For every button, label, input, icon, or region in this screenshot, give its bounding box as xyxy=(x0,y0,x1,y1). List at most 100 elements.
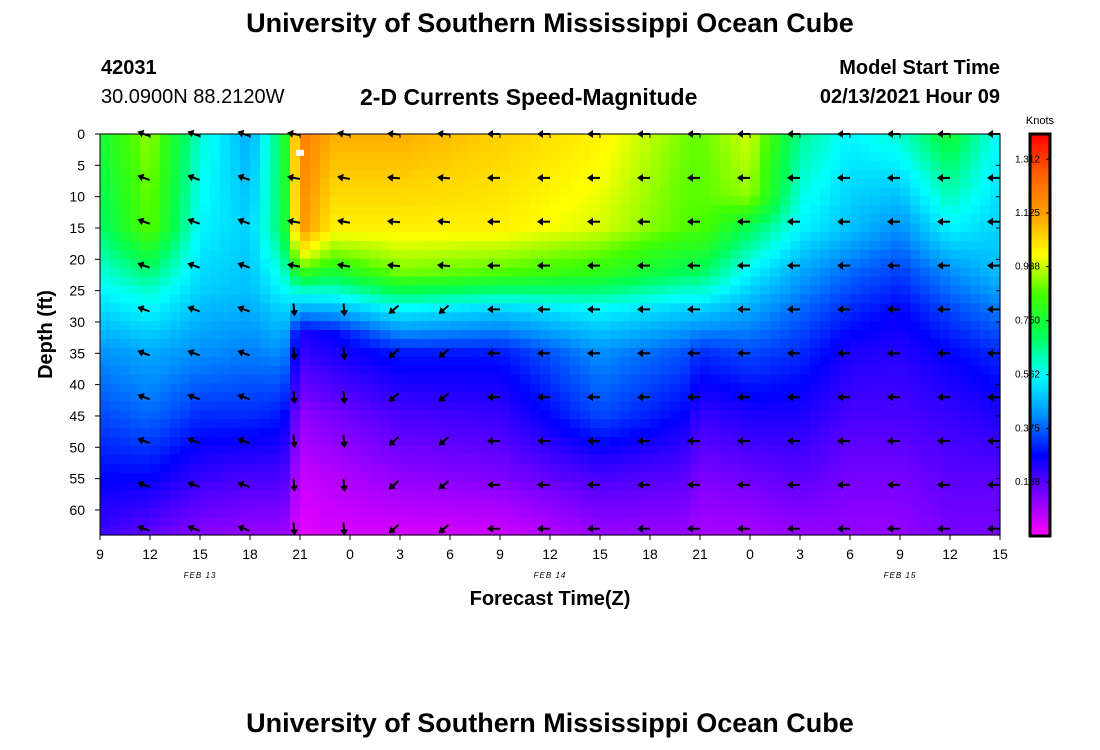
heat-cell xyxy=(770,392,781,402)
heat-cell xyxy=(780,169,791,180)
heat-cell xyxy=(680,196,691,206)
heat-cell xyxy=(870,134,881,144)
heat-cell xyxy=(260,428,271,438)
heat-cell xyxy=(950,445,961,456)
heat-cell xyxy=(250,428,261,438)
heat-cell xyxy=(820,312,831,322)
heat-cell xyxy=(790,214,801,224)
arrow-head xyxy=(987,217,993,226)
heat-cell xyxy=(890,321,901,331)
heat-cell xyxy=(350,267,361,278)
heat-cell xyxy=(830,294,841,304)
heat-cell xyxy=(660,374,671,385)
heat-cell xyxy=(800,481,811,492)
heat-cell xyxy=(970,508,981,518)
heat-cell xyxy=(520,285,531,295)
heat-cell xyxy=(290,347,301,358)
heat-cell xyxy=(530,365,541,376)
arrow-head xyxy=(587,173,593,182)
heat-cell xyxy=(150,196,161,206)
heat-cell xyxy=(480,436,491,447)
heat-cell xyxy=(430,151,441,162)
heat-cell xyxy=(690,526,701,536)
heat-cell xyxy=(740,294,751,304)
arrow-head xyxy=(587,305,593,314)
heat-cell xyxy=(710,142,721,153)
heat-cell xyxy=(600,321,611,331)
heat-cell xyxy=(840,214,851,224)
heat-cell xyxy=(870,383,881,394)
heat-cell xyxy=(600,205,611,215)
heat-cell xyxy=(630,454,641,465)
heat-cell xyxy=(190,276,201,287)
heat-cell xyxy=(210,526,221,536)
heat-cell xyxy=(350,240,361,251)
heat-cell xyxy=(510,401,521,411)
heat-cell xyxy=(750,294,761,304)
heat-cell xyxy=(430,330,441,340)
heat-cell xyxy=(670,490,681,500)
heat-cell xyxy=(330,472,341,483)
heat-cell xyxy=(530,383,541,394)
heat-cell xyxy=(980,356,991,367)
heat-cell xyxy=(200,481,211,492)
heat-cell xyxy=(760,178,771,189)
heat-cell xyxy=(510,276,521,287)
heat-cell xyxy=(600,419,611,429)
heat-cell xyxy=(370,383,381,394)
heat-cell xyxy=(760,517,771,527)
heat-cell xyxy=(980,392,991,402)
heat-cell xyxy=(720,151,731,162)
heat-cell xyxy=(950,169,961,180)
heat-cell xyxy=(850,214,861,224)
heat-cell xyxy=(970,445,981,456)
heat-cell xyxy=(110,383,121,394)
heat-cell xyxy=(180,481,191,492)
heat-cell xyxy=(480,330,491,340)
heat-cell xyxy=(520,276,531,287)
heat-cell xyxy=(500,410,511,420)
heat-cell xyxy=(910,240,921,251)
heat-cell xyxy=(380,436,391,447)
heat-cell xyxy=(310,365,321,376)
y-tick-label: 45 xyxy=(69,408,85,424)
heat-cell xyxy=(650,223,661,233)
footer-title: University of Southern Mississippi Ocean… xyxy=(246,708,854,738)
heat-cell xyxy=(740,410,751,420)
heat-cell xyxy=(830,481,841,492)
heat-cell xyxy=(160,508,171,518)
heat-cell xyxy=(290,490,301,500)
heat-cell xyxy=(760,383,771,394)
heat-cell xyxy=(800,338,811,349)
heat-cell xyxy=(780,445,791,456)
heat-cell xyxy=(320,410,331,420)
heat-cell xyxy=(810,526,821,536)
heat-cell xyxy=(500,374,511,385)
heat-cell xyxy=(710,356,721,367)
heat-cell xyxy=(800,240,811,251)
x-tick-label: 15 xyxy=(992,546,1008,562)
heat-cell xyxy=(570,240,581,251)
heat-cell xyxy=(500,240,511,251)
heat-cell xyxy=(670,142,681,153)
x-tick-label: 0 xyxy=(346,546,354,562)
heat-cell xyxy=(740,499,751,509)
heat-cell xyxy=(320,401,331,411)
heat-cell xyxy=(760,338,771,349)
heat-cell xyxy=(250,294,261,304)
heat-cell xyxy=(900,240,911,251)
current-arrow xyxy=(937,480,950,489)
heat-cell xyxy=(660,223,671,233)
heat-cell xyxy=(930,142,941,153)
heat-cell xyxy=(530,285,541,295)
heat-cell xyxy=(470,312,481,322)
heat-cell xyxy=(670,267,681,278)
heat-cell xyxy=(530,321,541,331)
heat-cell xyxy=(100,142,111,153)
heat-cell xyxy=(810,419,821,429)
heat-cell xyxy=(670,312,681,322)
heat-cell xyxy=(680,472,691,483)
heat-cell xyxy=(930,490,941,500)
heat-cell xyxy=(640,338,651,349)
heat-cell xyxy=(410,383,421,394)
